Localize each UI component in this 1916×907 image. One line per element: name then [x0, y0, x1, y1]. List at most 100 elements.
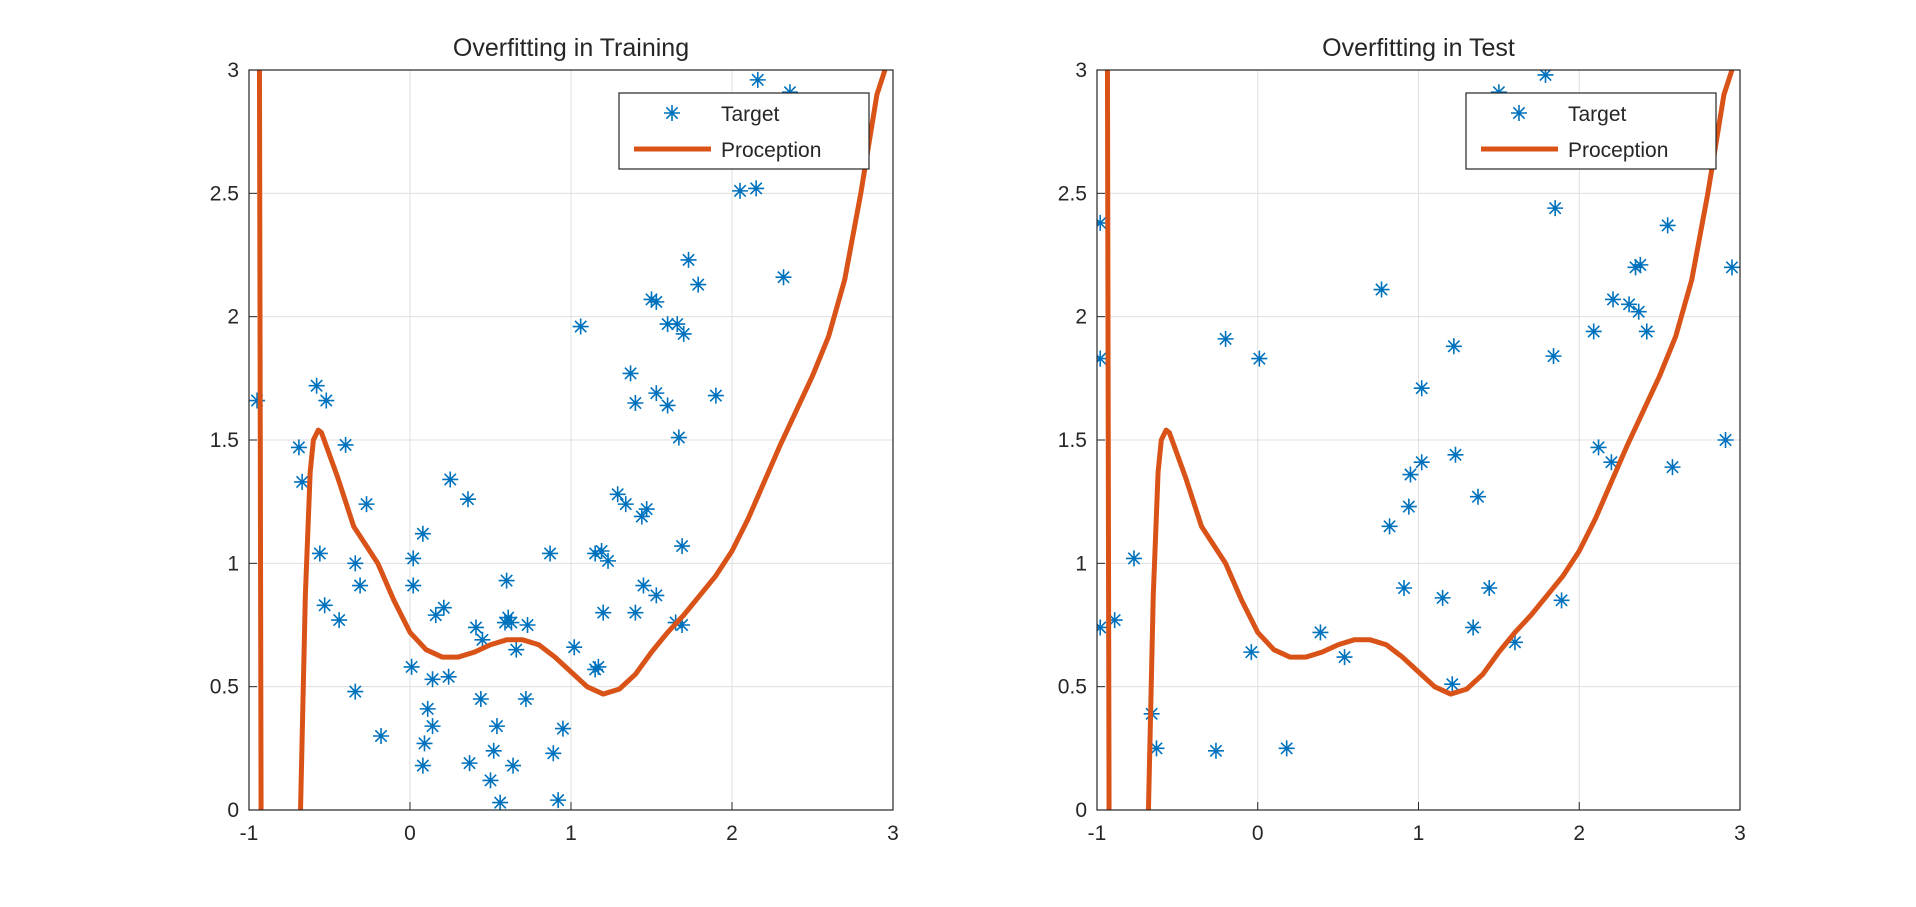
- target-point: [1537, 70, 1554, 83]
- target-point: [1445, 338, 1462, 355]
- legend-marker: [664, 105, 680, 121]
- target-point: [1243, 644, 1260, 661]
- target-point: [659, 397, 676, 414]
- target-point: [622, 365, 639, 382]
- target-point: [508, 641, 525, 658]
- target-point: [1434, 589, 1451, 606]
- target-point: [347, 683, 364, 700]
- target-point: [318, 392, 335, 409]
- target-point: [474, 631, 491, 648]
- target-point: [1664, 459, 1681, 476]
- target-point: [1632, 256, 1649, 273]
- x-tick-label: 1: [1413, 822, 1425, 845]
- target-point: [488, 718, 505, 735]
- target-point: [1413, 454, 1430, 471]
- target-point: [405, 550, 422, 567]
- target-point: [1553, 592, 1570, 609]
- target-point: [617, 496, 634, 513]
- x-tick-label: 0: [404, 822, 416, 845]
- target-point: [748, 180, 765, 197]
- target-point: [648, 293, 665, 310]
- target-point: [249, 392, 266, 409]
- y-tick-label: 0.5: [1058, 676, 1087, 699]
- target-point: [500, 609, 517, 626]
- target-point: [1638, 323, 1655, 340]
- y-tick-label: 1.5: [1058, 429, 1087, 452]
- target-point: [648, 385, 665, 402]
- target-point: [294, 473, 311, 490]
- target-point: [424, 671, 441, 688]
- target-point: [1106, 612, 1123, 629]
- target-point: [669, 316, 686, 333]
- target-point: [590, 658, 607, 675]
- fit-line: [1104, 70, 1735, 810]
- target-point: [416, 735, 433, 752]
- target-point: [1097, 619, 1109, 636]
- y-tick-label: 2.5: [1058, 182, 1087, 205]
- target-point: [593, 543, 610, 559]
- target-point: [1413, 380, 1430, 397]
- target-point: [1481, 580, 1498, 596]
- target-point: [373, 728, 390, 744]
- target-point: [498, 572, 515, 589]
- target-point: [1545, 348, 1562, 365]
- target-point: [461, 755, 478, 772]
- target-point: [554, 720, 571, 737]
- target-point: [472, 691, 489, 707]
- y-tick-label: 2: [1075, 306, 1087, 329]
- y-tick-label: 1: [1075, 552, 1087, 575]
- legend-box: [618, 92, 870, 170]
- x-tick-label: 2: [1573, 822, 1585, 845]
- target-point: [424, 718, 441, 735]
- y-tick-label: 0: [1075, 799, 1087, 822]
- target-point: [427, 607, 444, 624]
- legend-label: Proception: [721, 139, 821, 162]
- axes-box: [1096, 69, 1741, 811]
- target-point: [595, 604, 612, 621]
- target-point: [781, 84, 798, 101]
- target-point: [1217, 330, 1234, 347]
- target-point: [1400, 498, 1417, 515]
- target-point: [1603, 454, 1620, 471]
- target-point: [1627, 259, 1644, 276]
- legend-marker: [1511, 105, 1527, 121]
- target-point: [414, 525, 431, 542]
- target-point: [550, 792, 567, 809]
- target-point: [311, 545, 328, 562]
- target-point: [1336, 649, 1353, 666]
- target-point: [680, 251, 697, 268]
- target-point: [1630, 303, 1647, 320]
- target-point: [352, 577, 369, 594]
- target-point: [566, 639, 583, 656]
- target-point: [492, 794, 509, 810]
- target-point: [675, 325, 692, 342]
- target-point: [331, 612, 348, 629]
- target-point: [1125, 550, 1142, 567]
- target-point: [1381, 518, 1398, 535]
- legend-box: [1465, 92, 1717, 170]
- y-tick-label: 0.5: [210, 676, 239, 699]
- y-tick-label: 3: [1075, 59, 1087, 82]
- target-point: [1469, 488, 1486, 505]
- target-point: [308, 377, 325, 394]
- legend-label: Target: [721, 103, 780, 126]
- plot-content: [1097, 70, 1740, 810]
- target-point: [414, 757, 431, 774]
- y-tick-label: 0: [227, 799, 239, 822]
- target-point: [1590, 439, 1607, 456]
- target-point: [419, 700, 436, 717]
- target-point: [1605, 291, 1622, 308]
- axes-box: [248, 69, 894, 811]
- legend: Target Proception: [1465, 92, 1717, 170]
- target-point: [1373, 281, 1390, 298]
- target-point: [1490, 84, 1507, 101]
- target-point: [316, 597, 333, 614]
- target-point: [635, 577, 652, 594]
- target-point: [600, 552, 617, 569]
- target-point: [542, 545, 559, 562]
- y-tick-label: 1: [227, 552, 239, 575]
- y-tick-label: 2: [227, 306, 239, 329]
- target-point: [440, 668, 457, 685]
